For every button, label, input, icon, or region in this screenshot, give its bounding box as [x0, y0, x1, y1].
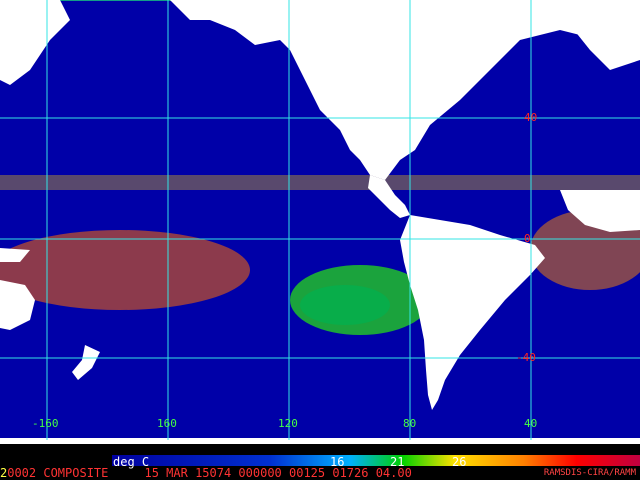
latitude-label: -40	[516, 351, 536, 364]
footer-text: 0002 COMPOSITE 15 MAR 15074 000000 00125…	[7, 466, 412, 480]
new-zealand	[72, 345, 100, 380]
greenland	[560, 0, 640, 70]
latitude-label: 40	[524, 111, 538, 124]
lat-lon-grid	[0, 0, 640, 440]
longitude-label: 40	[524, 417, 538, 430]
image-info-footer: 20002 COMPOSITE 15 MAR 15074 000000 0012…	[0, 466, 640, 480]
latitude-label: 0	[524, 232, 531, 245]
antarctica	[0, 438, 640, 444]
longitude-label: 160	[157, 417, 177, 430]
land-masses	[0, 0, 640, 444]
central-america	[368, 175, 410, 218]
footer-prefix: 2	[0, 466, 8, 480]
colorbar-tick: 26	[452, 455, 467, 469]
colorbar-tick: 16	[330, 455, 345, 469]
south-america	[400, 215, 545, 410]
temperature-colorbar	[112, 455, 640, 466]
credit-label: RAMSDIS-CIRA/RAMM	[543, 468, 636, 478]
west-pacific-warm-pool	[0, 230, 250, 310]
longitude-label: -160	[32, 417, 59, 430]
north-america	[170, 0, 640, 180]
australia	[0, 280, 35, 330]
colorbar-unit-label: deg C	[113, 455, 150, 469]
africa	[560, 190, 640, 232]
longitude-label: 80	[403, 417, 417, 430]
colorbar-tick: 21	[390, 455, 405, 469]
longitude-label: 120	[278, 417, 298, 430]
asia-landmass	[0, 0, 70, 85]
